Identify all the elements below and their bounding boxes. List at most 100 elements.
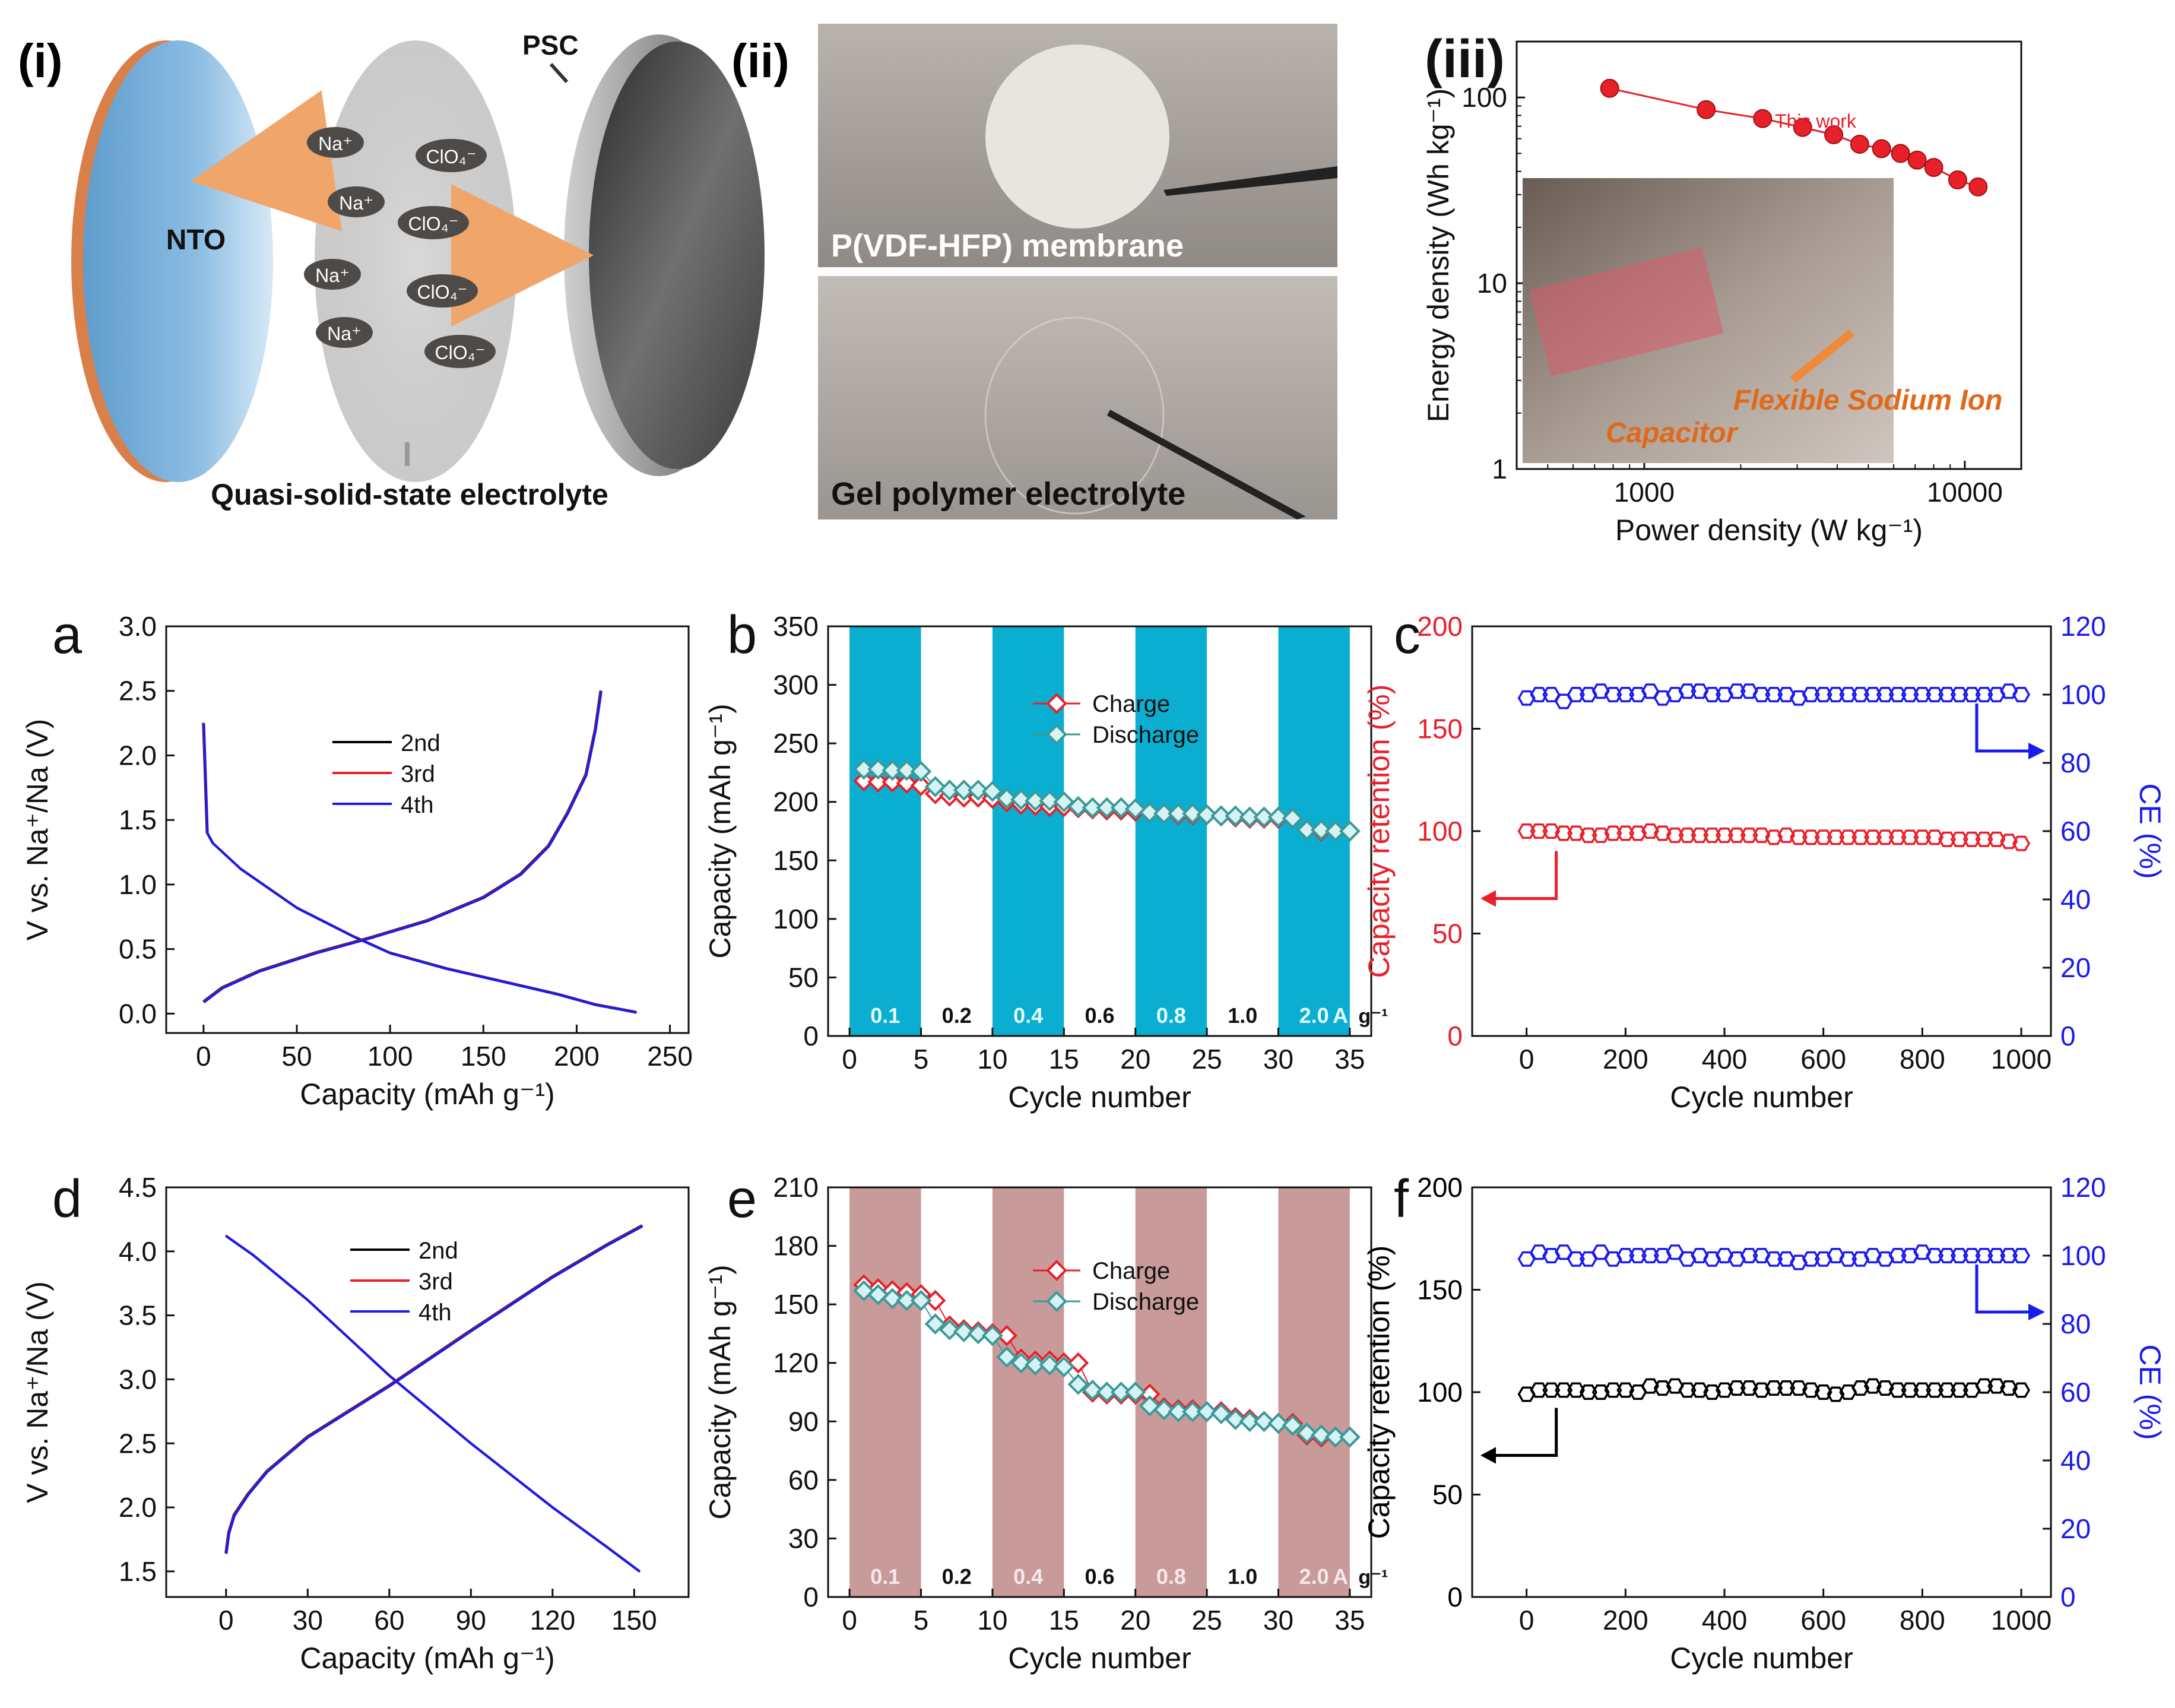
chart-f-ce-point <box>1691 1247 1709 1264</box>
chart-c-retention-point <box>1542 823 1561 839</box>
chart-e-ytick-label: 120 <box>773 1348 819 1379</box>
chart-c-ce-point <box>2000 683 2018 699</box>
chart-b-discharge-point <box>1196 804 1218 826</box>
chart-e-ytick-label: 180 <box>773 1231 819 1262</box>
chart-f-retention-point <box>1567 1382 1586 1398</box>
chart-d-ytick-label: 2.0 <box>119 1492 157 1523</box>
chart-c-ce-point <box>1888 686 1907 703</box>
chart-c-retention-point <box>1752 827 1771 843</box>
chart-c-retention-point <box>1888 829 1907 845</box>
chart-c-ce-point <box>1950 686 1968 703</box>
chart-a-xlabel: Capacity (mAh g⁻¹) <box>300 1078 554 1111</box>
chart-f-retention-point <box>1802 1382 1820 1398</box>
chart-f-retention-point <box>1542 1382 1561 1398</box>
chart-f-ytick-label: 100 <box>1417 1377 1463 1408</box>
chart-c-ce-point <box>1579 686 1597 703</box>
chart-d-discharge-4th-line <box>226 1235 641 1573</box>
chart-e-discharge-point <box>982 1324 1003 1346</box>
chart-f-xtick-label: 400 <box>1702 1605 1748 1636</box>
chart-c-ce-point <box>1839 686 1857 703</box>
chart-b-legend-swatch-marker <box>1046 693 1067 714</box>
chart-f-y2tick-label: 0 <box>2060 1582 2076 1612</box>
chart-b-legend-swatch-marker <box>1046 724 1067 745</box>
chart-b-xlabel: Cycle number <box>1008 1080 1191 1114</box>
chart-c-ce-point <box>1691 683 1709 699</box>
chart-e-discharge-point <box>1124 1381 1146 1403</box>
chart-c-retention-point <box>1863 829 1882 845</box>
chart-iii-point <box>1948 170 1967 190</box>
chart-c-right-axis-arrowhead <box>2028 743 2045 759</box>
chart-c-xtick-label: 800 <box>1900 1044 1945 1075</box>
chart-f-ytick-label: 0 <box>1447 1582 1463 1612</box>
chart-f-ytick-label: 50 <box>1432 1479 1463 1510</box>
chart-c-ytick-label: 100 <box>1417 816 1463 847</box>
chart-f-ce-point <box>1839 1251 1857 1267</box>
chart-b-discharge-point <box>1082 797 1104 819</box>
chart-c-ytick-label: 150 <box>1417 714 1463 744</box>
chart-f-y2tick-label: 40 <box>2060 1445 2091 1476</box>
chart-a-ytick-label: 2.5 <box>119 676 157 706</box>
chart-b-discharge-point <box>939 779 960 801</box>
chart-f-retention-point <box>1765 1380 1783 1396</box>
chart-c-ce-point <box>1653 690 1672 706</box>
chart-c-ylabel: Capacity retention (%) <box>1362 685 1396 978</box>
chart-e-discharge-point <box>1339 1426 1361 1448</box>
chart-f-ce-point <box>1926 1247 1944 1264</box>
chart-c-ce-point <box>1789 690 1808 706</box>
chart-c-ce-point <box>1629 686 1647 703</box>
chart-f-ce-point <box>1888 1247 1907 1264</box>
chart-f-ce-point <box>1740 1247 1758 1264</box>
chart-f-retention-point <box>1666 1378 1684 1394</box>
chart-b-discharge-point <box>1253 806 1275 828</box>
chart-e-discharge-point <box>910 1289 932 1311</box>
chart-iii-point <box>1697 100 1716 119</box>
chart-b-xtick-label: 15 <box>1049 1044 1079 1075</box>
chart-f-retention-point <box>1913 1382 1932 1398</box>
chart-e-discharge-point <box>1196 1401 1218 1422</box>
chart-c-left-axis-arrow <box>1490 851 1558 900</box>
chart-e-discharge-point <box>1010 1352 1032 1374</box>
chart-e-discharge-point <box>1025 1354 1046 1376</box>
chart-f-retention-point <box>1789 1380 1808 1396</box>
chart-d-frame <box>165 1186 690 1598</box>
chart-iii-ylabel: Energy density (Wh kg⁻¹) <box>1422 88 1455 423</box>
chart-c-retention-point <box>1913 829 1932 845</box>
chart-b-discharge-point <box>996 787 1017 809</box>
chart-c-ce-point <box>1938 686 1957 703</box>
chart-a-voltage-profile: a 0 50 100 150 200 250 0.0 0.5 1.0 1.5 2.0 2.5 3.0 Cap… <box>21 606 693 1111</box>
chart-f-xtick-label: 0 <box>1519 1605 1534 1636</box>
chart-f-ytick-label: 200 <box>1417 1172 1463 1203</box>
chart-c-ce-point <box>1616 686 1635 703</box>
chart-c-y2tick-label: 0 <box>2060 1021 2076 1051</box>
chart-b-charge-point <box>896 772 918 794</box>
chart-f-ce-point <box>1938 1247 1957 1264</box>
chart-a-ytick-label: 1.5 <box>119 804 157 835</box>
chart-e-xtick-label: 0 <box>842 1605 857 1636</box>
chart-e-xtick-label: 20 <box>1120 1605 1150 1636</box>
chart-e-rate-band <box>992 1187 1064 1597</box>
chart-c-retention-point <box>1938 831 1957 847</box>
chart-c-ce-point <box>1666 686 1684 703</box>
chart-f-retention-point <box>1530 1382 1548 1398</box>
chart-c-ce-point <box>1530 686 1548 703</box>
chart-b-frame <box>827 625 1372 1037</box>
chart-f-xtick-label: 200 <box>1603 1605 1648 1636</box>
chart-f-ce-point <box>1827 1247 1845 1264</box>
chart-e-discharge-point <box>1082 1379 1104 1401</box>
chart-c-retention-point <box>1876 829 1894 845</box>
chart-c-y2tick-label: 80 <box>2060 747 2091 778</box>
chart-e-xtick-label: 15 <box>1049 1605 1079 1636</box>
chart-c-retention-point <box>1962 831 1981 847</box>
chart-iii-xtick-label: 1000 <box>1614 477 1675 508</box>
chart-b-discharge-point <box>924 776 946 797</box>
chart-e-ytick-label: 210 <box>773 1172 819 1203</box>
chart-b-discharge-point <box>1168 803 1189 825</box>
chart-f-retention-point <box>1740 1380 1758 1396</box>
chart-iii-point <box>1600 78 1619 98</box>
chart-a-ytick-label: 0.5 <box>119 934 157 965</box>
chart-c-retention-point <box>1827 829 1845 845</box>
panel-label-f: f <box>1394 1170 1409 1229</box>
chart-b-rate-label: 0.4 <box>1013 1003 1043 1028</box>
chart-f-retention-point <box>1555 1382 1573 1398</box>
